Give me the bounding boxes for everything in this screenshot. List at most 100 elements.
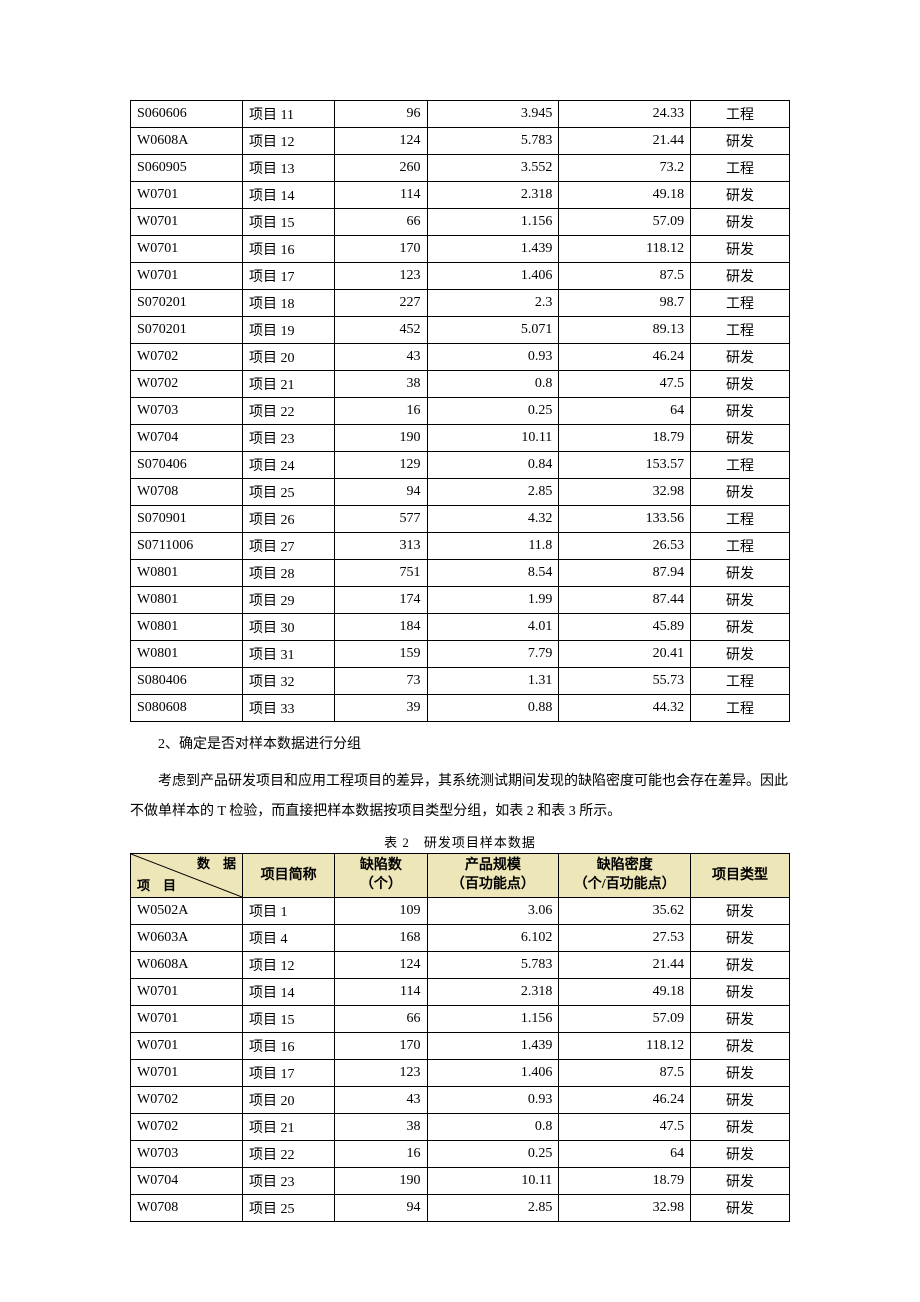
table-row: S070406项目 241290.84153.57工程 bbox=[131, 452, 790, 479]
header-product-scale: 产品规模 （百功能点） bbox=[427, 854, 559, 898]
table-1-cell: 0.88 bbox=[427, 695, 559, 722]
table-1-cell: W0701 bbox=[131, 182, 243, 209]
table-2-cell: 研发 bbox=[691, 1087, 790, 1114]
header-project-type: 项目类型 bbox=[691, 854, 790, 898]
table-1-cell: 项目 24 bbox=[243, 452, 335, 479]
table-1-cell: 11.8 bbox=[427, 533, 559, 560]
table-1-cell: 研发 bbox=[691, 587, 790, 614]
table-2-cell: 64 bbox=[559, 1141, 691, 1168]
table-1-cell: 项目 22 bbox=[243, 398, 335, 425]
table-row: W0708项目 25942.8532.98研发 bbox=[131, 479, 790, 506]
table-1-cell: 项目 30 bbox=[243, 614, 335, 641]
table-1-cell: 研发 bbox=[691, 236, 790, 263]
header-density-l2: （个/百功能点） bbox=[574, 877, 676, 892]
table-2-cell: 1.439 bbox=[427, 1033, 559, 1060]
table-1-cell: 研发 bbox=[691, 209, 790, 236]
table-1-cell: 2.85 bbox=[427, 479, 559, 506]
table-1-cell: 项目 18 bbox=[243, 290, 335, 317]
table-2-cell: 16 bbox=[335, 1141, 427, 1168]
table-1-cell: 577 bbox=[335, 506, 427, 533]
table-1-cell: 5.071 bbox=[427, 317, 559, 344]
table-1-cell: 133.56 bbox=[559, 506, 691, 533]
table-row: W0801项目 291741.9987.44研发 bbox=[131, 587, 790, 614]
table-2-cell: W0603A bbox=[131, 925, 243, 952]
table-2-cell: 项目 4 bbox=[243, 925, 335, 952]
table-2-cell: 114 bbox=[335, 979, 427, 1006]
table-1-cell: 项目 28 bbox=[243, 560, 335, 587]
table-row: W0801项目 287518.5487.94研发 bbox=[131, 560, 790, 587]
table-1-cell: W0801 bbox=[131, 641, 243, 668]
table-2-cell: 66 bbox=[335, 1006, 427, 1033]
table-1-cell: 研发 bbox=[691, 128, 790, 155]
table-1-cell: 研发 bbox=[691, 398, 790, 425]
table-1-cell: 32.98 bbox=[559, 479, 691, 506]
table-row: S080406项目 32731.3155.73工程 bbox=[131, 668, 790, 695]
table-1-cell: 44.32 bbox=[559, 695, 691, 722]
table-1-cell: 73.2 bbox=[559, 155, 691, 182]
document-page: S060606项目 11963.94524.33工程W0608A项目 12124… bbox=[0, 0, 920, 1282]
table-1-cell: 190 bbox=[335, 425, 427, 452]
table-1-cell: 751 bbox=[335, 560, 427, 587]
table-2-cell: W0708 bbox=[131, 1195, 243, 1222]
table-row: W0502A项目 11093.0635.62研发 bbox=[131, 898, 790, 925]
table-2-cell: 124 bbox=[335, 952, 427, 979]
table-2-cell: 2.318 bbox=[427, 979, 559, 1006]
table-1-continuation: S060606项目 11963.94524.33工程W0608A项目 12124… bbox=[130, 100, 790, 722]
table-2: 数 据 项 目 项目简称 缺陷数 （个） 产品规模 （百功能点） 缺陷密度 （个… bbox=[130, 853, 790, 1222]
table-1-cell: 项目 23 bbox=[243, 425, 335, 452]
table-1-cell: 0.25 bbox=[427, 398, 559, 425]
table-1-cell: 26.53 bbox=[559, 533, 691, 560]
table-2-cell: W0702 bbox=[131, 1087, 243, 1114]
table-2-cell: 94 bbox=[335, 1195, 427, 1222]
table-1-cell: 项目 19 bbox=[243, 317, 335, 344]
table-1-cell: 项目 29 bbox=[243, 587, 335, 614]
table-1-cell: 项目 17 bbox=[243, 263, 335, 290]
table-row: W0701项目 171231.40687.5研发 bbox=[131, 1060, 790, 1087]
table-1-cell: 项目 12 bbox=[243, 128, 335, 155]
table-1-cell: 313 bbox=[335, 533, 427, 560]
table-2-cell: 项目 22 bbox=[243, 1141, 335, 1168]
table-1-cell: 73 bbox=[335, 668, 427, 695]
table-1-cell: S070406 bbox=[131, 452, 243, 479]
table-1-cell: 1.31 bbox=[427, 668, 559, 695]
table-2-cell: 研发 bbox=[691, 1033, 790, 1060]
table-row: W0603A项目 41686.10227.53研发 bbox=[131, 925, 790, 952]
table-row: W0704项目 2319010.1118.79研发 bbox=[131, 425, 790, 452]
table-1-cell: 1.156 bbox=[427, 209, 559, 236]
table-2-cell: 研发 bbox=[691, 1006, 790, 1033]
header-defect-l2: （个） bbox=[360, 877, 402, 892]
body-paragraph: 考虑到产品研发项目和应用工程项目的差异，其系统测试期间发现的缺陷密度可能也会存在… bbox=[130, 767, 790, 826]
table-1-cell: 87.94 bbox=[559, 560, 691, 587]
table-1-cell: W0702 bbox=[131, 371, 243, 398]
table-1-cell: 项目 32 bbox=[243, 668, 335, 695]
table-1-cell: W0703 bbox=[131, 398, 243, 425]
table-2-cell: 1.156 bbox=[427, 1006, 559, 1033]
table-2-cell: 43 bbox=[335, 1087, 427, 1114]
table-1-cell: W0708 bbox=[131, 479, 243, 506]
header-project-name: 项目简称 bbox=[243, 854, 335, 898]
table-1-cell: 20.41 bbox=[559, 641, 691, 668]
table-2-cell: 项目 1 bbox=[243, 898, 335, 925]
table-1-cell: 0.84 bbox=[427, 452, 559, 479]
table-2-cell: 项目 15 bbox=[243, 1006, 335, 1033]
table-row: W0801项目 311597.7920.41研发 bbox=[131, 641, 790, 668]
table-1-cell: 项目 13 bbox=[243, 155, 335, 182]
table-1-cell: 2.318 bbox=[427, 182, 559, 209]
table-1-cell: W0701 bbox=[131, 236, 243, 263]
table-1-cell: 87.5 bbox=[559, 263, 691, 290]
section-heading: 2、确定是否对样本数据进行分组 bbox=[130, 730, 790, 759]
table-1-cell: 174 bbox=[335, 587, 427, 614]
table-2-cell: 0.8 bbox=[427, 1114, 559, 1141]
table-row: W0608A项目 121245.78321.44研发 bbox=[131, 128, 790, 155]
table-1-cell: 工程 bbox=[691, 668, 790, 695]
header-defect-count: 缺陷数 （个） bbox=[335, 854, 427, 898]
table-row: W0704项目 2319010.1118.79研发 bbox=[131, 1168, 790, 1195]
table-2-cell: 118.12 bbox=[559, 1033, 691, 1060]
table-1-cell: 项目 20 bbox=[243, 344, 335, 371]
table-row: W0801项目 301844.0145.89研发 bbox=[131, 614, 790, 641]
table-1-cell: 16 bbox=[335, 398, 427, 425]
table-2-cell: 0.25 bbox=[427, 1141, 559, 1168]
table-1-cell: S070201 bbox=[131, 290, 243, 317]
table-1-cell: 39 bbox=[335, 695, 427, 722]
table-2-cell: 项目 21 bbox=[243, 1114, 335, 1141]
